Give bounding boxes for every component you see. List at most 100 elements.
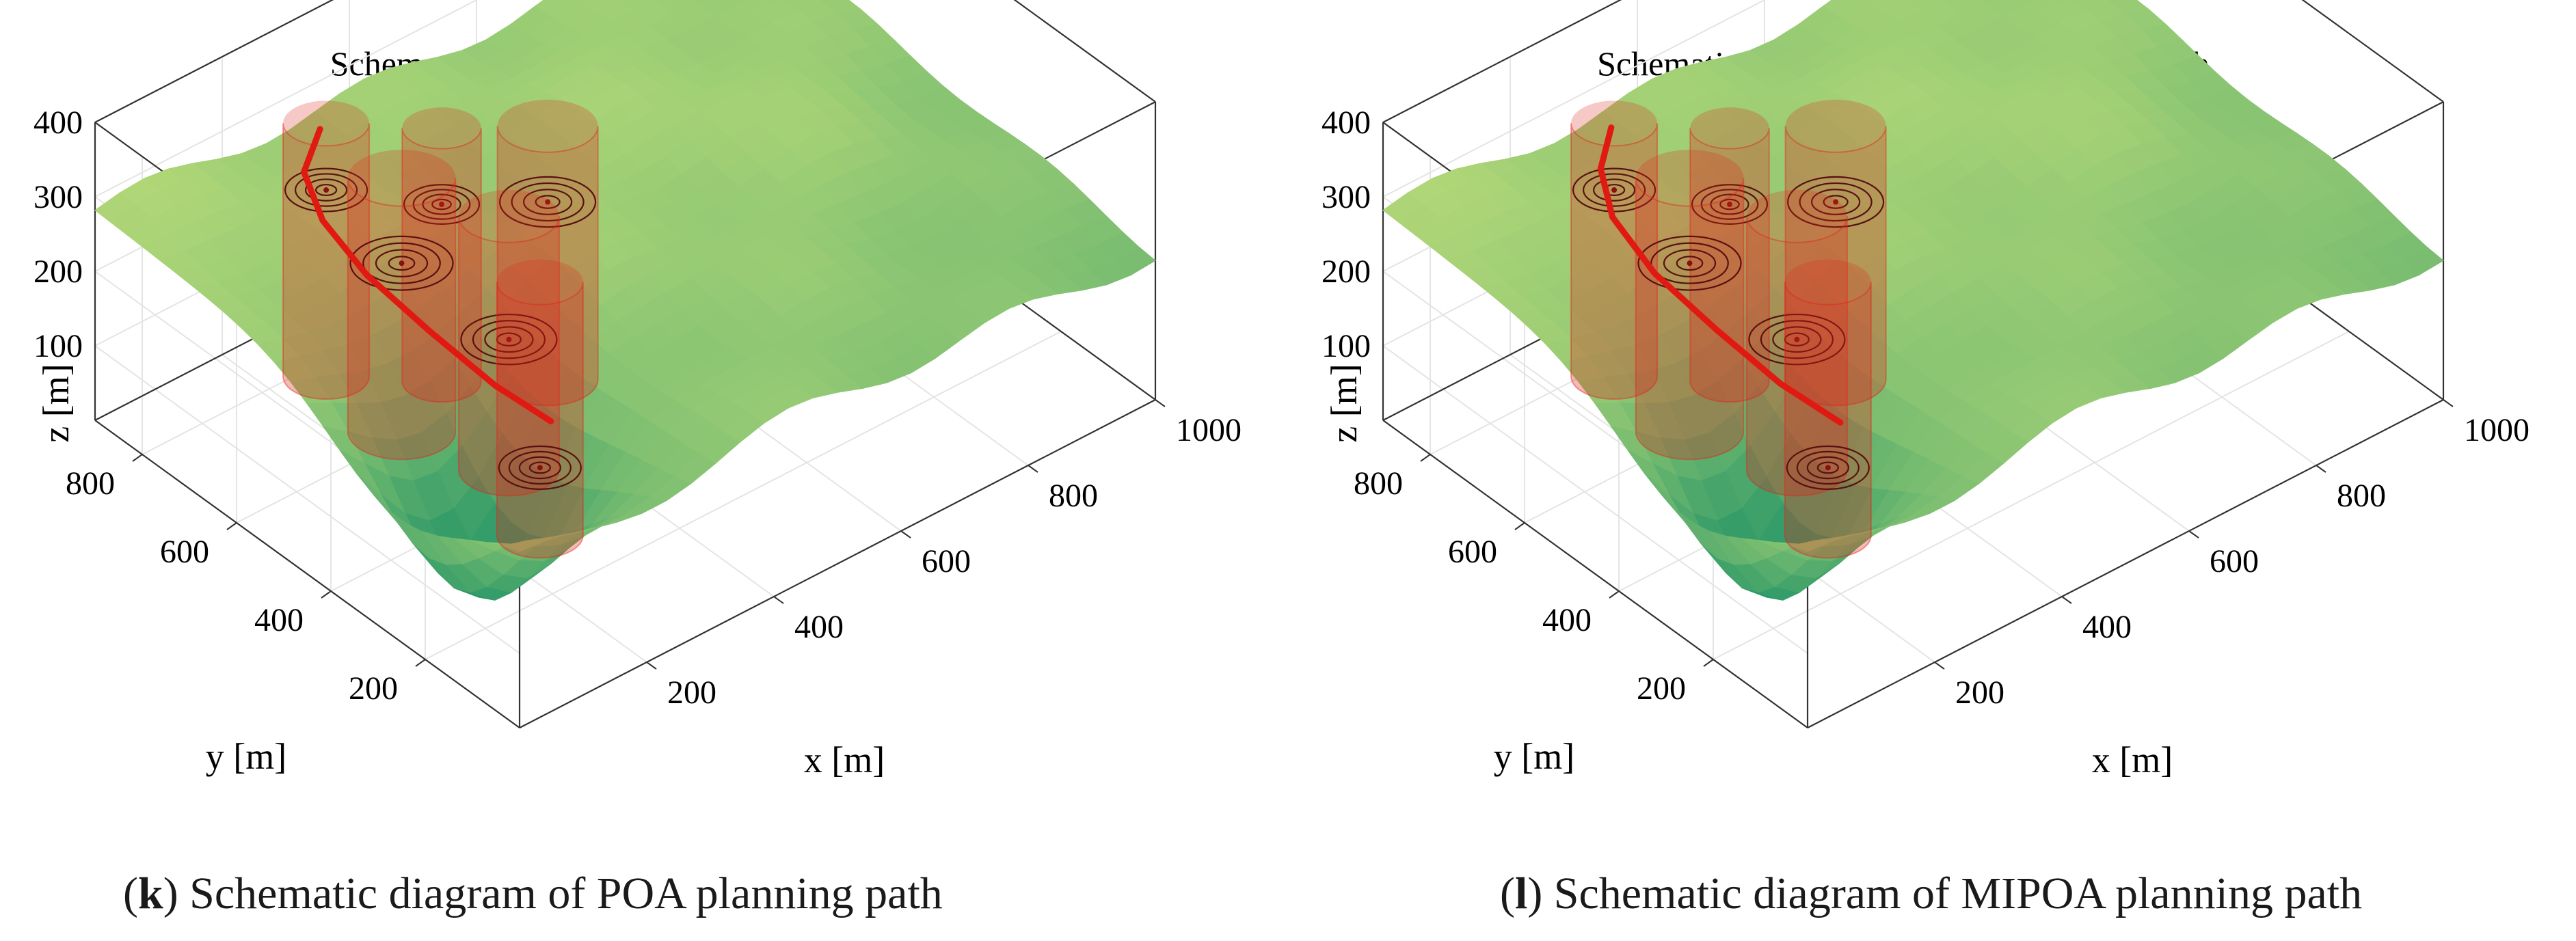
caption-k: (k) Schematic diagram of POA planning pa… [123,869,943,918]
y-tick-mark [1609,590,1620,599]
x-tick-label: 1000 [1176,412,1242,448]
axis-edge [1807,399,2444,728]
axis-edge [2301,0,2444,103]
cylinder-top [496,259,583,305]
terrain-facet [732,0,747,3]
cylinder-body [1570,123,1659,400]
threat-ring [375,249,429,277]
threat-ring [305,178,348,202]
threat-ring [498,445,582,490]
threat-ring [472,320,546,359]
threat-ring [1650,242,1729,284]
threat-ring [535,195,561,209]
grid-line [1713,331,2350,660]
y-tick-mark [132,454,143,462]
cylinder-top [1785,99,1886,152]
x-tick-mark [2061,596,2072,604]
cylinder-top [402,107,481,149]
threat-ring [315,184,338,196]
x-tick-mark [1155,399,1166,407]
threat-ring [1710,193,1749,215]
terrain-facet [1980,0,1998,5]
y-tick-label: 400 [1542,602,1592,638]
x-tick-mark [646,662,657,670]
threat-center [1794,336,1800,342]
threat-ring [1748,313,1846,366]
threat-ring [508,450,572,485]
threat-ring [484,326,534,353]
threat-center [1833,199,1839,205]
terrain-facet [692,0,710,5]
terrain-facet [1790,540,1832,552]
obstacle-cylinder [496,99,599,407]
threat-ring [522,189,573,215]
y-tick-mark [415,659,426,667]
cylinder-top [1784,259,1871,305]
threat-center [545,199,551,205]
z-tick-label: 300 [33,179,83,215]
threat-ring [498,176,597,228]
z-tick-label: 200 [1321,254,1371,290]
threat-ring [284,167,368,213]
threat-ring [496,332,522,346]
x-tick-label: 200 [1955,674,2004,711]
threat-ring [1796,450,1860,485]
cylinder-top [458,189,559,243]
caption-text: ) Schematic diagram of MIPOA planning pa… [1527,869,2363,918]
threat-ring [1772,326,1822,353]
y-tick-label: 200 [1637,670,1686,707]
threat-ring [1810,189,1861,215]
z-axis-label: z [m] [1324,364,1365,442]
threat-ring [1786,445,1870,490]
threat-center [537,465,543,471]
obstacle-cylinder [1570,100,1659,400]
x-tick-label: 800 [1049,478,1098,514]
grid-line [425,331,1062,660]
obstacle-cylinder [282,100,371,400]
chart-panel-poa: Schematic diagram of POA planning path 2… [33,0,1242,918]
cylinder-body [1745,216,1848,497]
x-tick-mark [2316,465,2326,473]
terrain-facet [2020,0,2035,3]
threat-center [1611,187,1618,193]
z-tick-label: 400 [1321,105,1371,141]
threat-ring [1786,176,1885,228]
axis-edge [1013,0,1156,103]
z-tick-label: 200 [33,254,83,290]
threat-ring [1593,178,1636,202]
y-tick-label: 800 [66,465,115,502]
caption-letter: k [137,869,163,918]
x-tick-label: 1000 [2464,412,2530,448]
cylinder-top [1635,150,1744,206]
threat-ring [349,235,454,291]
threat-ring [518,456,561,480]
caption-letter: l [1514,869,1528,918]
x-axis-label: x [m] [804,739,885,780]
cylinder-body [401,128,482,403]
y-tick-label: 600 [1448,534,1497,570]
threat-center [1727,202,1732,208]
y-tick-mark [1703,659,1714,667]
z-tick-label: 400 [33,105,83,141]
cylinder-body [457,216,560,497]
threat-center [323,187,330,193]
y-tick-mark [1420,454,1431,462]
y-tick-label: 800 [1354,465,1403,502]
cylinder-body [1635,178,1745,461]
cylinder-top [1571,100,1658,146]
threat-center [439,202,444,208]
threat-ring [1806,456,1849,480]
threat-ring [1760,320,1834,359]
planning-path-line [301,126,554,424]
x-tick-label: 600 [922,543,971,579]
threat-ring [1816,461,1839,474]
y-tick-label: 400 [254,602,304,638]
x-tick-label: 600 [2210,543,2259,579]
x-tick-label: 400 [794,609,844,645]
obstacle-cylinder [1784,259,1872,559]
threat-ring [511,182,585,222]
chart-svg-poa: Schematic diagram of POA planning path 2… [33,0,1242,780]
y-tick-mark [226,522,237,530]
threat-ring [1691,184,1769,225]
cylinder-body [1689,128,1770,403]
